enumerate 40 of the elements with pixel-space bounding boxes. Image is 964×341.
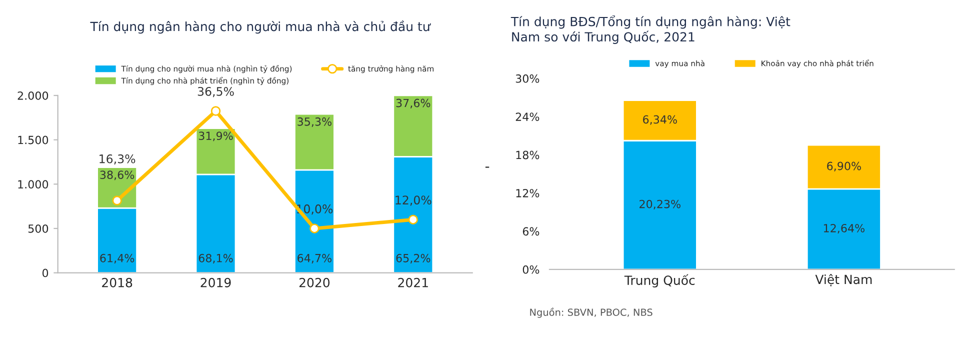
chart-title: Tín dụng ngân hàng cho người mua nhà và chủ đầu tư	[90, 20, 431, 34]
y-tick-label: 24%	[516, 112, 540, 121]
annotation: 68,1%	[198, 254, 233, 264]
y-tick-label: 0%	[522, 265, 540, 274]
data-label: 20,23%	[640, 200, 680, 210]
annotation: 37,6%	[396, 98, 430, 108]
y-tick-label: 12%	[516, 188, 540, 198]
text: Nguồn: SBVN, PBOC, NBS	[530, 308, 652, 318]
data-label: 12,64%	[824, 224, 865, 234]
x-tick-label: 2018	[102, 278, 132, 288]
annotation: 31,9%	[198, 132, 233, 142]
x-tick-label: Trung Quốc	[624, 274, 695, 288]
data-label: 36,5%	[198, 86, 234, 98]
chart-title: Tín dụng BĐS/Tổng tín dụng ngân hàng: Việt Nam so với Trung Quốc, 2021	[510, 15, 790, 44]
y-tick-label: 500	[28, 224, 48, 233]
x-tick-label: 2020	[299, 278, 330, 288]
x-tick-label: 2021	[398, 278, 428, 288]
point	[210, 106, 221, 116]
y-tick-label: 1.500	[18, 136, 48, 144]
y-tick-label: 2.000	[18, 91, 48, 100]
point	[112, 196, 122, 206]
data-label: 16,3%	[100, 154, 136, 164]
x-tick-label: Việt Nam	[815, 274, 872, 286]
annotation: 61,4%	[100, 254, 134, 264]
y-tick-label: 1.000	[18, 180, 48, 189]
annotation: 64,7%	[298, 254, 332, 264]
point	[310, 224, 320, 234]
data-label: 6,90%	[827, 162, 861, 172]
y-tick-label: 0	[42, 268, 48, 278]
data-label: 12,0%	[396, 196, 432, 206]
annotation: 38,6%	[100, 170, 134, 180]
y-tick-label: 30%	[516, 74, 540, 83]
annotation: 35,3%	[298, 117, 332, 127]
data-label: 6,34%	[643, 115, 677, 125]
y-tick-label: 6%	[522, 227, 540, 236]
x-tick-label: 2019	[200, 278, 231, 288]
annotation: 65,2%	[396, 254, 430, 264]
y-tick-label: 18%	[516, 150, 540, 160]
y-axis-title: -	[485, 166, 490, 168]
point	[408, 214, 418, 224]
